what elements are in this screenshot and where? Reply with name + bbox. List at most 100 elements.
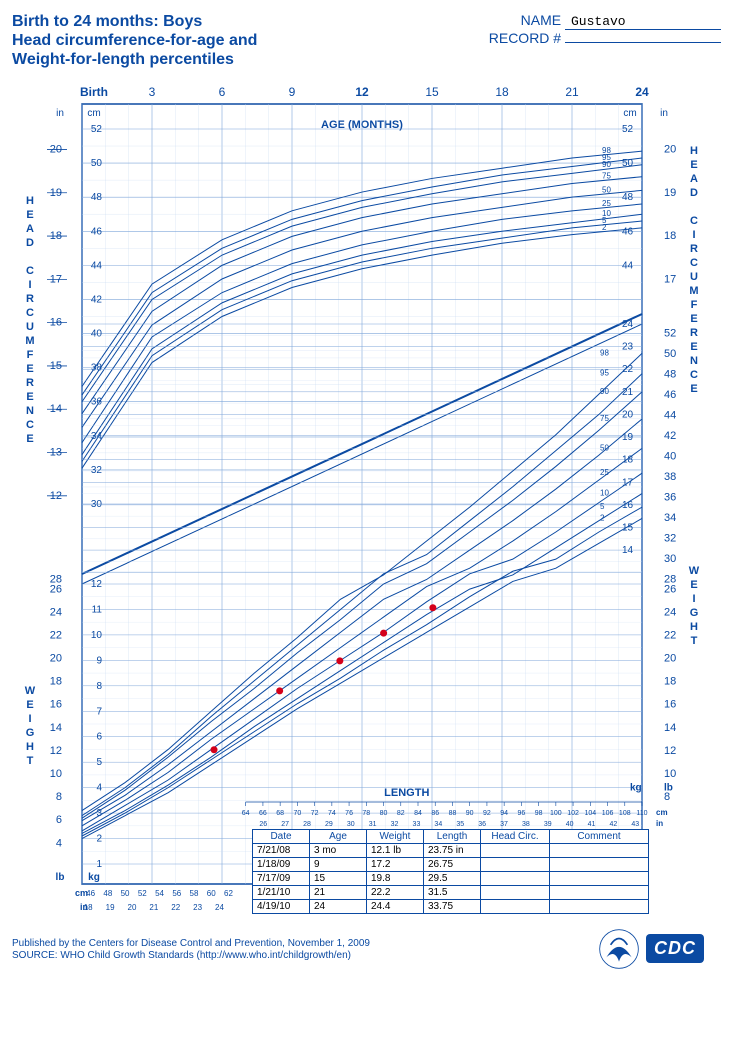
record-value[interactable] bbox=[565, 42, 721, 43]
svg-text:78: 78 bbox=[362, 810, 370, 817]
svg-text:52: 52 bbox=[91, 124, 103, 135]
table-cell: 17.2 bbox=[367, 857, 424, 871]
svg-text:12: 12 bbox=[355, 85, 369, 99]
svg-text:R: R bbox=[26, 293, 34, 305]
svg-text:14: 14 bbox=[664, 721, 676, 733]
svg-text:62: 62 bbox=[224, 889, 233, 898]
svg-text:10: 10 bbox=[91, 629, 103, 640]
svg-text:44: 44 bbox=[91, 260, 103, 271]
svg-text:6: 6 bbox=[219, 85, 226, 99]
table-cell: 33.75 bbox=[424, 899, 481, 913]
svg-text:6: 6 bbox=[56, 814, 62, 826]
svg-text:30: 30 bbox=[664, 553, 676, 565]
svg-text:80: 80 bbox=[380, 810, 388, 817]
svg-text:E: E bbox=[26, 699, 33, 711]
table-row: 7/17/091519.829.5 bbox=[253, 871, 649, 885]
name-value[interactable]: Gustavo bbox=[565, 14, 721, 30]
svg-text:22: 22 bbox=[171, 903, 180, 912]
svg-text:18: 18 bbox=[664, 230, 676, 242]
svg-text:30: 30 bbox=[91, 499, 103, 510]
svg-text:E: E bbox=[690, 341, 697, 353]
svg-text:22: 22 bbox=[622, 364, 634, 375]
svg-text:in: in bbox=[656, 819, 663, 828]
hhs-logo-icon bbox=[598, 928, 640, 970]
table-row: 1/18/09917.226.75 bbox=[253, 857, 649, 871]
svg-text:16: 16 bbox=[664, 698, 676, 710]
svg-text:22: 22 bbox=[50, 629, 62, 641]
table-cell bbox=[550, 857, 649, 871]
svg-text:E: E bbox=[690, 313, 697, 325]
table-cell: 22.2 bbox=[367, 885, 424, 899]
svg-text:92: 92 bbox=[483, 810, 491, 817]
svg-text:44: 44 bbox=[664, 409, 676, 421]
title-line-2: Head circumference-for-age and bbox=[12, 32, 257, 49]
svg-text:11: 11 bbox=[92, 604, 103, 615]
svg-text:90: 90 bbox=[600, 386, 609, 395]
table-cell bbox=[550, 885, 649, 899]
svg-text:88: 88 bbox=[449, 810, 457, 817]
svg-text:31: 31 bbox=[369, 821, 377, 828]
svg-text:26: 26 bbox=[259, 821, 267, 828]
svg-text:R: R bbox=[690, 327, 698, 339]
svg-text:25: 25 bbox=[602, 199, 611, 208]
table-cell: 31.5 bbox=[424, 885, 481, 899]
table-cell: 15 bbox=[310, 871, 367, 885]
source-line: SOURCE: WHO Child Growth Standards (http… bbox=[12, 950, 351, 961]
svg-text:20: 20 bbox=[50, 652, 62, 664]
table-cell: 7/21/08 bbox=[253, 843, 310, 857]
svg-text:W: W bbox=[689, 565, 700, 577]
footer-logos: CDC bbox=[598, 928, 704, 970]
svg-text:A: A bbox=[26, 223, 34, 235]
svg-text:38: 38 bbox=[522, 821, 530, 828]
svg-text:29: 29 bbox=[325, 821, 333, 828]
svg-text:66: 66 bbox=[259, 810, 267, 817]
svg-text:Birth: Birth bbox=[80, 85, 108, 99]
svg-text:48: 48 bbox=[103, 889, 112, 898]
svg-text:E: E bbox=[26, 391, 33, 403]
table-cell: 7/17/09 bbox=[253, 871, 310, 885]
svg-text:38: 38 bbox=[664, 470, 676, 482]
growth-chart: Birth3691215182124AGE (MONTHS)3032343638… bbox=[12, 74, 712, 934]
table-cell: 29.5 bbox=[424, 871, 481, 885]
svg-text:108: 108 bbox=[619, 810, 631, 817]
svg-text:21: 21 bbox=[565, 85, 579, 99]
svg-text:48: 48 bbox=[91, 192, 103, 203]
svg-text:9: 9 bbox=[96, 655, 102, 666]
table-header: Date bbox=[253, 829, 310, 843]
svg-text:R: R bbox=[26, 377, 34, 389]
svg-text:24: 24 bbox=[50, 606, 62, 618]
cdc-logo-icon: CDC bbox=[646, 934, 704, 963]
svg-text:R: R bbox=[690, 243, 698, 255]
svg-text:F: F bbox=[27, 349, 34, 361]
svg-text:E: E bbox=[26, 433, 33, 445]
record-label: RECORD # bbox=[489, 30, 561, 46]
svg-text:lb: lb bbox=[56, 872, 65, 883]
table-header: Head Circ. bbox=[481, 829, 550, 843]
svg-text:32: 32 bbox=[664, 532, 676, 544]
svg-text:50: 50 bbox=[121, 889, 130, 898]
svg-text:74: 74 bbox=[328, 810, 336, 817]
svg-text:C: C bbox=[690, 215, 698, 227]
svg-text:E: E bbox=[26, 209, 33, 221]
svg-text:10: 10 bbox=[50, 768, 62, 780]
svg-text:E: E bbox=[690, 579, 697, 591]
svg-text:42: 42 bbox=[609, 821, 617, 828]
svg-text:98: 98 bbox=[535, 810, 543, 817]
svg-text:106: 106 bbox=[602, 810, 614, 817]
svg-text:46: 46 bbox=[91, 226, 103, 237]
svg-text:75: 75 bbox=[602, 171, 611, 180]
svg-text:68: 68 bbox=[276, 810, 284, 817]
svg-text:30: 30 bbox=[347, 821, 355, 828]
svg-text:20: 20 bbox=[664, 652, 676, 664]
svg-text:36: 36 bbox=[664, 491, 676, 503]
svg-text:50: 50 bbox=[602, 185, 611, 194]
svg-text:64: 64 bbox=[242, 810, 250, 817]
svg-text:7: 7 bbox=[96, 706, 102, 717]
svg-text:T: T bbox=[691, 635, 698, 647]
svg-text:18: 18 bbox=[495, 85, 509, 99]
svg-text:12: 12 bbox=[91, 579, 103, 590]
table-cell bbox=[481, 843, 550, 857]
svg-text:20: 20 bbox=[622, 409, 634, 420]
svg-text:E: E bbox=[690, 159, 697, 171]
svg-text:42: 42 bbox=[91, 294, 103, 305]
